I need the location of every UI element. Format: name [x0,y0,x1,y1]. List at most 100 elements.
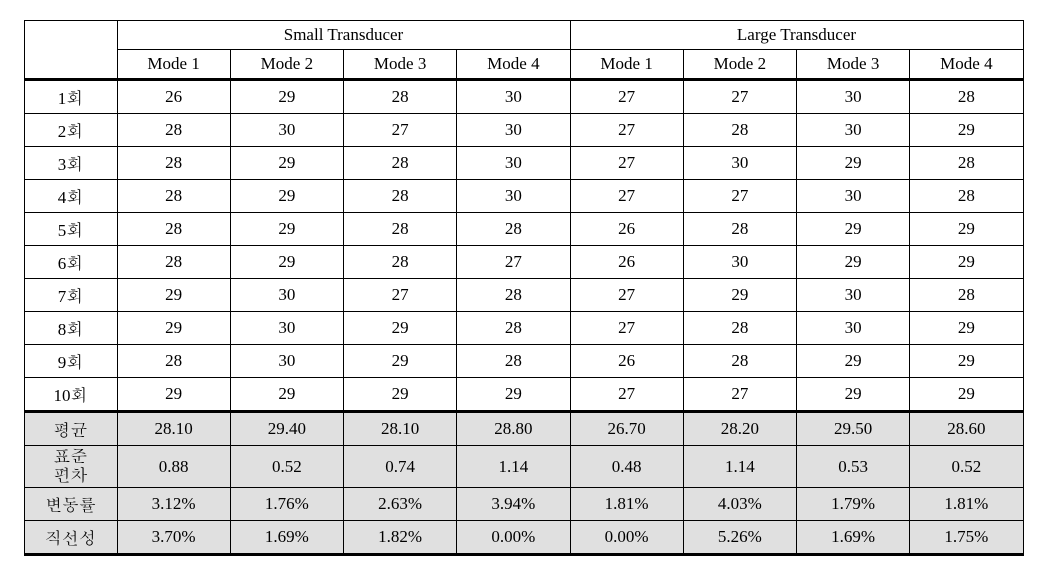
data-cell: 29 [344,345,457,378]
row-label: 4회 [24,180,117,213]
data-cell: 28 [683,345,796,378]
summary-row: 직선성3.70%1.69%1.82%0.00%0.00%5.26%1.69%1.… [24,521,1023,555]
data-cell: 26 [570,246,683,279]
data-cell: 29 [230,378,343,412]
summary-cell: 1.69% [797,521,910,555]
data-cell: 28 [683,213,796,246]
header-row-modes: Mode 1Mode 2Mode 3Mode 4Mode 1Mode 2Mode… [24,50,1023,80]
summary-cell: 1.75% [910,521,1023,555]
data-cell: 28 [117,345,230,378]
row-label: 2회 [24,114,117,147]
summary-row: 변동률3.12%1.76%2.63%3.94%1.81%4.03%1.79%1.… [24,488,1023,521]
row-label: 10회 [24,378,117,412]
data-cell: 30 [230,312,343,345]
summary-cell: 0.00% [570,521,683,555]
data-cell: 30 [457,147,570,180]
data-cell: 28 [344,147,457,180]
data-cell: 29 [910,312,1023,345]
data-cell: 29 [344,312,457,345]
mode-header: Mode 4 [457,50,570,80]
data-cell: 28 [117,213,230,246]
data-cell: 27 [344,114,457,147]
data-cell: 29 [683,279,796,312]
transducer-table: Small Transducer Large Transducer Mode 1… [24,20,1024,556]
data-cell: 28 [344,180,457,213]
data-cell: 30 [683,147,796,180]
data-cell: 28 [457,345,570,378]
data-cell: 28 [117,147,230,180]
summary-cell: 0.52 [230,446,343,488]
data-cell: 27 [570,378,683,412]
summary-cell: 0.74 [344,446,457,488]
data-cell: 29 [910,246,1023,279]
row-label: 3회 [24,147,117,180]
data-cell: 28 [344,213,457,246]
data-cell: 29 [230,147,343,180]
row-label: 6회 [24,246,117,279]
row-label: 8회 [24,312,117,345]
data-cell: 27 [457,246,570,279]
data-cell: 28 [457,312,570,345]
data-cell: 30 [797,180,910,213]
data-cell: 29 [230,180,343,213]
data-cell: 29 [117,312,230,345]
summary-cell: 0.53 [797,446,910,488]
data-cell: 30 [797,279,910,312]
data-cell: 30 [457,114,570,147]
data-cell: 26 [570,213,683,246]
data-cell: 28 [910,147,1023,180]
table-row: 6회2829282726302929 [24,246,1023,279]
data-cell: 27 [683,80,796,114]
summary-cell: 28.10 [344,412,457,446]
summary-cell: 0.00% [457,521,570,555]
summary-cell: 0.88 [117,446,230,488]
header-row-groups: Small Transducer Large Transducer [24,21,1023,50]
data-cell: 27 [570,114,683,147]
group-header-small: Small Transducer [117,21,570,50]
data-cell: 27 [570,180,683,213]
data-cell: 26 [570,345,683,378]
data-cell: 28 [344,80,457,114]
table-row: 5회2829282826282929 [24,213,1023,246]
summary-cell: 28.10 [117,412,230,446]
group-header-large: Large Transducer [570,21,1023,50]
summary-label: 변동률 [24,488,117,521]
data-cell: 28 [117,246,230,279]
table-row: 1회2629283027273028 [24,80,1023,114]
data-cell: 28 [683,114,796,147]
mode-header: Mode 1 [570,50,683,80]
data-cell: 30 [457,80,570,114]
data-cell: 29 [797,378,910,412]
summary-row: 평균28.1029.4028.1028.8026.7028.2029.5028.… [24,412,1023,446]
data-cell: 29 [910,114,1023,147]
row-label: 5회 [24,213,117,246]
data-cell: 29 [797,147,910,180]
data-cell: 30 [683,246,796,279]
data-cell: 29 [230,246,343,279]
row-label: 1회 [24,80,117,114]
mode-header: Mode 3 [344,50,457,80]
data-cell: 28 [910,180,1023,213]
table-row: 4회2829283027273028 [24,180,1023,213]
summary-cell: 29.50 [797,412,910,446]
data-cell: 27 [344,279,457,312]
data-cell: 27 [570,80,683,114]
data-cell: 30 [797,114,910,147]
data-cell: 28 [117,180,230,213]
table-row: 10회2929292927272929 [24,378,1023,412]
data-cell: 30 [797,312,910,345]
data-cell: 29 [230,80,343,114]
data-cell: 27 [570,312,683,345]
summary-cell: 3.70% [117,521,230,555]
data-cell: 30 [230,279,343,312]
data-cell: 30 [457,180,570,213]
summary-cell: 1.69% [230,521,343,555]
summary-cell: 1.14 [457,446,570,488]
summary-cell: 3.12% [117,488,230,521]
data-cell: 28 [457,213,570,246]
summary-row: 표준편차0.880.520.741.140.481.140.530.52 [24,446,1023,488]
table-row: 3회2829283027302928 [24,147,1023,180]
data-cell: 29 [344,378,457,412]
summary-cell: 0.48 [570,446,683,488]
summary-cell: 5.26% [683,521,796,555]
